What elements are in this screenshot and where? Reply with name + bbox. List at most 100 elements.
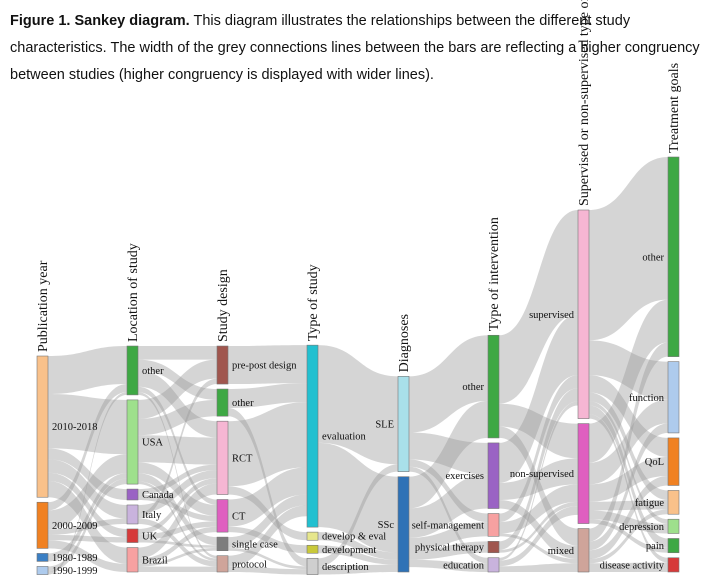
link-l_canada-d_rct [138,464,217,495]
link-p2010-l_other [48,346,127,395]
link-t_eval-g_ssc [318,442,398,553]
node-t_desc [306,557,319,575]
link-l_uk-d_single [138,539,217,548]
link-i_other-s_non [499,403,578,459]
link-s_non-o_qol [589,456,668,502]
link-s_mixed-o_other [589,342,668,542]
column-title-design: Study design [216,269,231,342]
link-d_rct-t_eval [228,402,307,487]
link-d_other-t_desc [228,408,307,567]
node-d_other [216,388,229,417]
link-i_edu-s_mixed [499,563,578,572]
link-l_canada-d_ct [138,494,217,522]
node-label-p1990: 1990-1999 [52,566,98,577]
link-i_self-s_sup [499,375,578,523]
link-t_desc-g_ssc [318,564,398,575]
link-l_usa-d_single [138,473,217,546]
node-label-d_single: single case [232,539,278,550]
node-t_dev [306,544,319,554]
link-t_desc-g_sle [318,464,398,567]
link-i_ex-s_sup [499,314,578,483]
link-i_edu-s_non [499,506,578,567]
node-s_mixed [577,528,590,573]
link-g_ssc-i_ex [409,474,488,538]
link-s_sup-o_qol [589,375,668,457]
link-d_single-t_desc [228,547,307,570]
node-label-t_dev: development [322,545,376,556]
link-p2010-l_italy [48,459,127,519]
node-label-d_prepost: pre-post design [232,361,297,372]
link-g_ssc-i_pt [409,541,488,560]
node-label-o_fat: fatigue [635,498,664,509]
link-d_protocol-t_desc [228,566,307,575]
link-l_uk-d_rct [138,478,217,535]
link-l_usa-d_other [138,399,217,436]
link-l_brazil-d_single [138,547,217,567]
link-l_brazil-d_ct [138,526,217,564]
link-g_ssc-i_other [409,400,488,509]
link-g_sle-i_other [409,335,488,433]
column-title-diag: Diagnoses [397,314,412,372]
link-l_brazil-d_rct [138,483,217,559]
link-p2000-l_brazil [48,540,127,572]
node-s_non [577,423,590,524]
column-title-pub: Publication year [36,260,51,352]
node-l_italy [126,504,139,525]
node-p1980 [36,553,49,562]
node-label-i_other: other [462,382,484,393]
link-d_rct-t_dev_eval [228,486,307,541]
node-l_brazil [126,547,139,573]
node-o_func [667,361,680,434]
node-label-l_usa: USA [142,438,163,449]
figure-caption: Figure 1. Sankey diagram. This diagram i… [10,8,710,89]
node-label-s_sup: supervised [529,310,575,321]
link-t_eval-g_sle [318,345,398,465]
node-o_qol [667,437,680,486]
node-label-p2010: 2010-2018 [52,422,98,433]
node-p1990 [36,566,49,575]
link-p1980-l_usa [48,473,127,562]
link-p2000-l_italy [48,518,127,535]
node-label-p1980: 1980-1989 [52,553,98,564]
link-i_edu-s_sup [499,401,578,561]
link-l_other-d_ct [138,386,217,505]
node-g_sle [397,376,410,472]
link-p2010-l_usa [48,394,127,455]
link-s_sup-o_pain [589,405,668,548]
node-o_pain [667,538,680,554]
node-t_dev_eval [306,531,319,541]
node-label-t_desc: description [322,562,369,573]
node-l_uk [126,528,139,543]
link-p1990-l_other [48,392,127,575]
node-label-o_dep: depression [619,522,665,533]
link-g_sle-i_ex [409,432,488,475]
node-label-l_uk: UK [142,531,158,542]
node-label-t_dev_eval: develop & eval [322,532,386,543]
node-i_edu [487,557,500,573]
links-layer [48,157,668,575]
node-o_dep [667,518,680,534]
link-l_uk-d_ct [138,521,217,540]
link-p2010-l_canada [48,448,127,500]
column-title-loc: Location of study [126,243,141,342]
caption-text: This diagram illustrates the relationshi… [10,13,700,83]
node-s_sup [577,209,590,419]
node-label-l_brazil: Brazil [142,555,168,566]
link-d_other-t_eval [228,383,307,409]
node-label-o_pain: pain [646,541,665,552]
link-d_single-t_eval [228,494,307,548]
link-l_brazil-d_protocol [138,566,217,572]
link-s_mixed-o_fat [589,509,668,564]
node-g_ssc [397,476,410,573]
node-label-o_qol: QoL [645,457,664,468]
link-s_non-o_other [589,299,668,463]
link-i_self-s_non [499,484,578,534]
nodes-layer [36,156,680,575]
link-i_pt-s_non [499,501,578,553]
link-s_non-o_pain [589,519,668,553]
link-p2000-l_other [48,384,127,511]
node-l_other [126,345,139,396]
link-i_self-s_mixed [499,533,578,564]
node-o_dis [667,557,680,573]
